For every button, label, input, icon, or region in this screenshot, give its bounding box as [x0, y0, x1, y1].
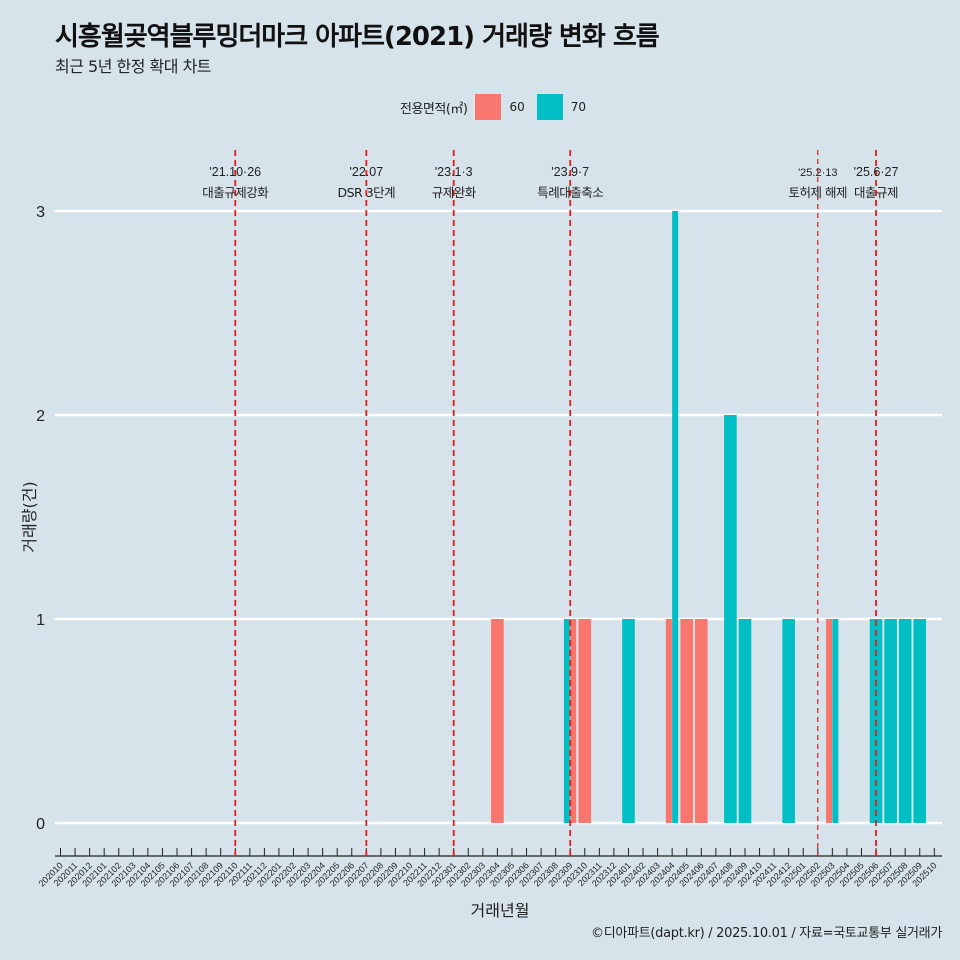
- bar-70-202503: [832, 619, 839, 823]
- x-axis-label: 거래년월: [470, 901, 530, 920]
- event-name-label: 대출규제: [854, 185, 898, 200]
- y-tick-label: 3: [36, 204, 45, 221]
- chart-subtitle: 최근 5년 한정 확대 차트: [55, 57, 212, 76]
- bar-70-202508: [898, 619, 912, 823]
- bar-60-202405: [680, 619, 694, 823]
- bar-60-202309: [570, 619, 577, 823]
- event-date-label: '22.07: [349, 165, 383, 179]
- bar-70-202401: [622, 619, 635, 823]
- bar-70-202309: [563, 619, 570, 823]
- bar-60-202304: [491, 619, 504, 823]
- chart-title: 시흥월곶역블루밍더마크 아파트(2021) 거래량 변화 흐름: [55, 22, 660, 52]
- bar-70-202409: [738, 619, 752, 823]
- legend-swatch-60: [475, 94, 502, 120]
- event-name-label: 규제완화: [432, 185, 477, 200]
- bar-70-202412: [782, 619, 795, 823]
- y-tick-label: 1: [36, 612, 45, 629]
- bar-60-202503: [826, 619, 833, 823]
- event-name-label: 대출규제강화: [202, 185, 269, 200]
- event-name-label: 특례대출축소: [537, 185, 603, 200]
- bar-70-202408: [724, 415, 737, 823]
- legend-swatch-70: [536, 94, 563, 120]
- event-name-label: DSR 3단계: [337, 185, 395, 200]
- bar-70-202509: [913, 619, 927, 823]
- legend: 전용면적(㎡) 60 70: [400, 94, 598, 120]
- legend-label-60: 60: [509, 100, 525, 114]
- legend-title: 전용면적(㎡): [400, 101, 468, 117]
- legend-label-70: 70: [570, 100, 587, 114]
- y-axis-label: 거래량(건): [20, 481, 39, 553]
- y-tick-label: 2: [36, 408, 45, 425]
- event-date-label: '21.10·26: [209, 165, 261, 179]
- y-tick-label: 0: [36, 816, 45, 833]
- bar-60-202404: [665, 619, 672, 823]
- bar-60-202406: [694, 619, 708, 823]
- bar-70-202507: [884, 619, 897, 823]
- event-date-label: '23.1·3: [435, 165, 473, 179]
- event-name-label: 토허제 해제: [789, 185, 847, 200]
- bar-70-202404: [672, 211, 679, 823]
- event-date-label: '25.2·13: [798, 167, 837, 179]
- bar-60-202310: [578, 619, 592, 823]
- source-caption: ©디아파트(dapt.kr) / 2025.10.01 / 자료=국토교통부 실…: [591, 926, 942, 941]
- event-date-label: '23.9·7: [551, 165, 589, 179]
- event-date-label: '25.6·27: [854, 165, 899, 179]
